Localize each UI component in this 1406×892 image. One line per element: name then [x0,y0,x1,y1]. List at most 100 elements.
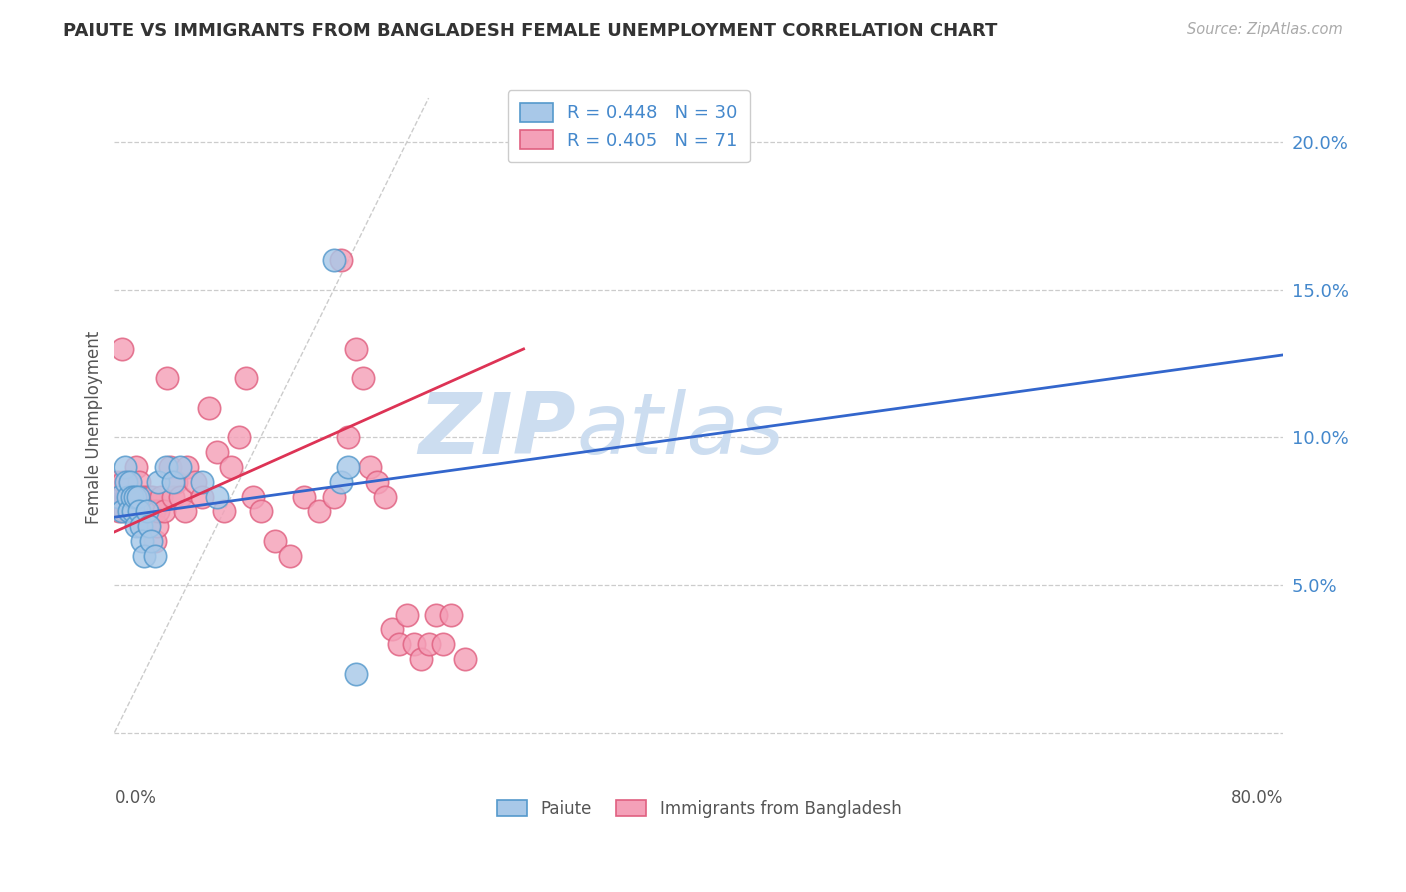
Point [143,533,166,548]
Point [148,475,170,489]
Point [121,490,143,504]
Point [155,460,177,475]
Y-axis label: Female Unemployment: Female Unemployment [86,331,103,524]
Point [411,652,433,666]
Point [395,607,418,622]
Point [344,666,367,681]
Point [205,445,228,459]
Point [120,475,142,489]
Point [418,637,440,651]
Text: 80.0%: 80.0% [1232,789,1284,806]
Point [173,504,195,518]
Point [191,475,214,489]
Point [122,504,145,518]
Legend: Paiute, Immigrants from Bangladesh: Paiute, Immigrants from Bangladesh [489,793,908,824]
Point [135,504,157,518]
Point [115,475,138,489]
Point [198,401,221,415]
Point [176,460,198,475]
Point [136,519,159,533]
Point [132,549,155,563]
Point [148,504,170,518]
Point [121,490,143,504]
Point [439,607,461,622]
Point [308,504,330,518]
Point [135,504,157,518]
Point [118,490,141,504]
Point [359,460,381,475]
Point [162,475,184,489]
Point [402,637,425,651]
Point [156,371,179,385]
Point [110,490,132,504]
Point [454,652,477,666]
Point [337,460,360,475]
Point [344,342,367,356]
Point [111,342,134,356]
Point [162,490,184,504]
Text: ZIP: ZIP [419,389,576,472]
Point [191,490,214,504]
Point [150,490,173,504]
Point [388,637,411,651]
Point [115,490,138,504]
Point [122,504,145,518]
Point [138,519,160,533]
Point [322,490,344,504]
Point [139,504,162,518]
Point [322,253,344,268]
Point [329,475,352,489]
Point [131,533,153,548]
Point [112,475,135,489]
Point [139,533,162,548]
Point [128,475,150,489]
Point [242,490,264,504]
Point [111,504,134,518]
Point [132,519,155,533]
Point [337,430,360,444]
Point [141,490,163,504]
Point [146,519,169,533]
Point [114,504,136,518]
Point [129,490,152,504]
Point [125,460,148,475]
Point [228,430,250,444]
Point [125,519,148,533]
Point [184,475,207,489]
Point [205,490,228,504]
Point [366,475,388,489]
Point [131,504,153,518]
Point [221,460,243,475]
Text: PAIUTE VS IMMIGRANTS FROM BANGLADESH FEMALE UNEMPLOYMENT CORRELATION CHART: PAIUTE VS IMMIGRANTS FROM BANGLADESH FEM… [63,22,998,40]
Point [292,490,315,504]
Point [169,490,191,504]
Point [142,504,165,518]
Point [264,533,287,548]
Point [329,253,352,268]
Text: atlas: atlas [576,389,785,472]
Point [107,504,129,518]
Point [127,490,149,504]
Point [249,504,271,518]
Point [124,490,146,504]
Point [107,490,129,504]
Point [129,519,152,533]
Point [127,504,149,518]
Point [138,490,160,504]
Point [118,504,141,518]
Point [169,460,191,475]
Point [374,490,396,504]
Text: Source: ZipAtlas.com: Source: ZipAtlas.com [1187,22,1343,37]
Point [212,504,235,518]
Point [117,490,139,504]
Point [124,490,146,504]
Point [143,549,166,563]
Point [104,490,127,504]
Point [165,475,187,489]
Point [159,460,181,475]
Point [105,475,128,489]
Point [117,504,139,518]
Point [235,371,257,385]
Point [120,475,142,489]
Point [134,490,156,504]
